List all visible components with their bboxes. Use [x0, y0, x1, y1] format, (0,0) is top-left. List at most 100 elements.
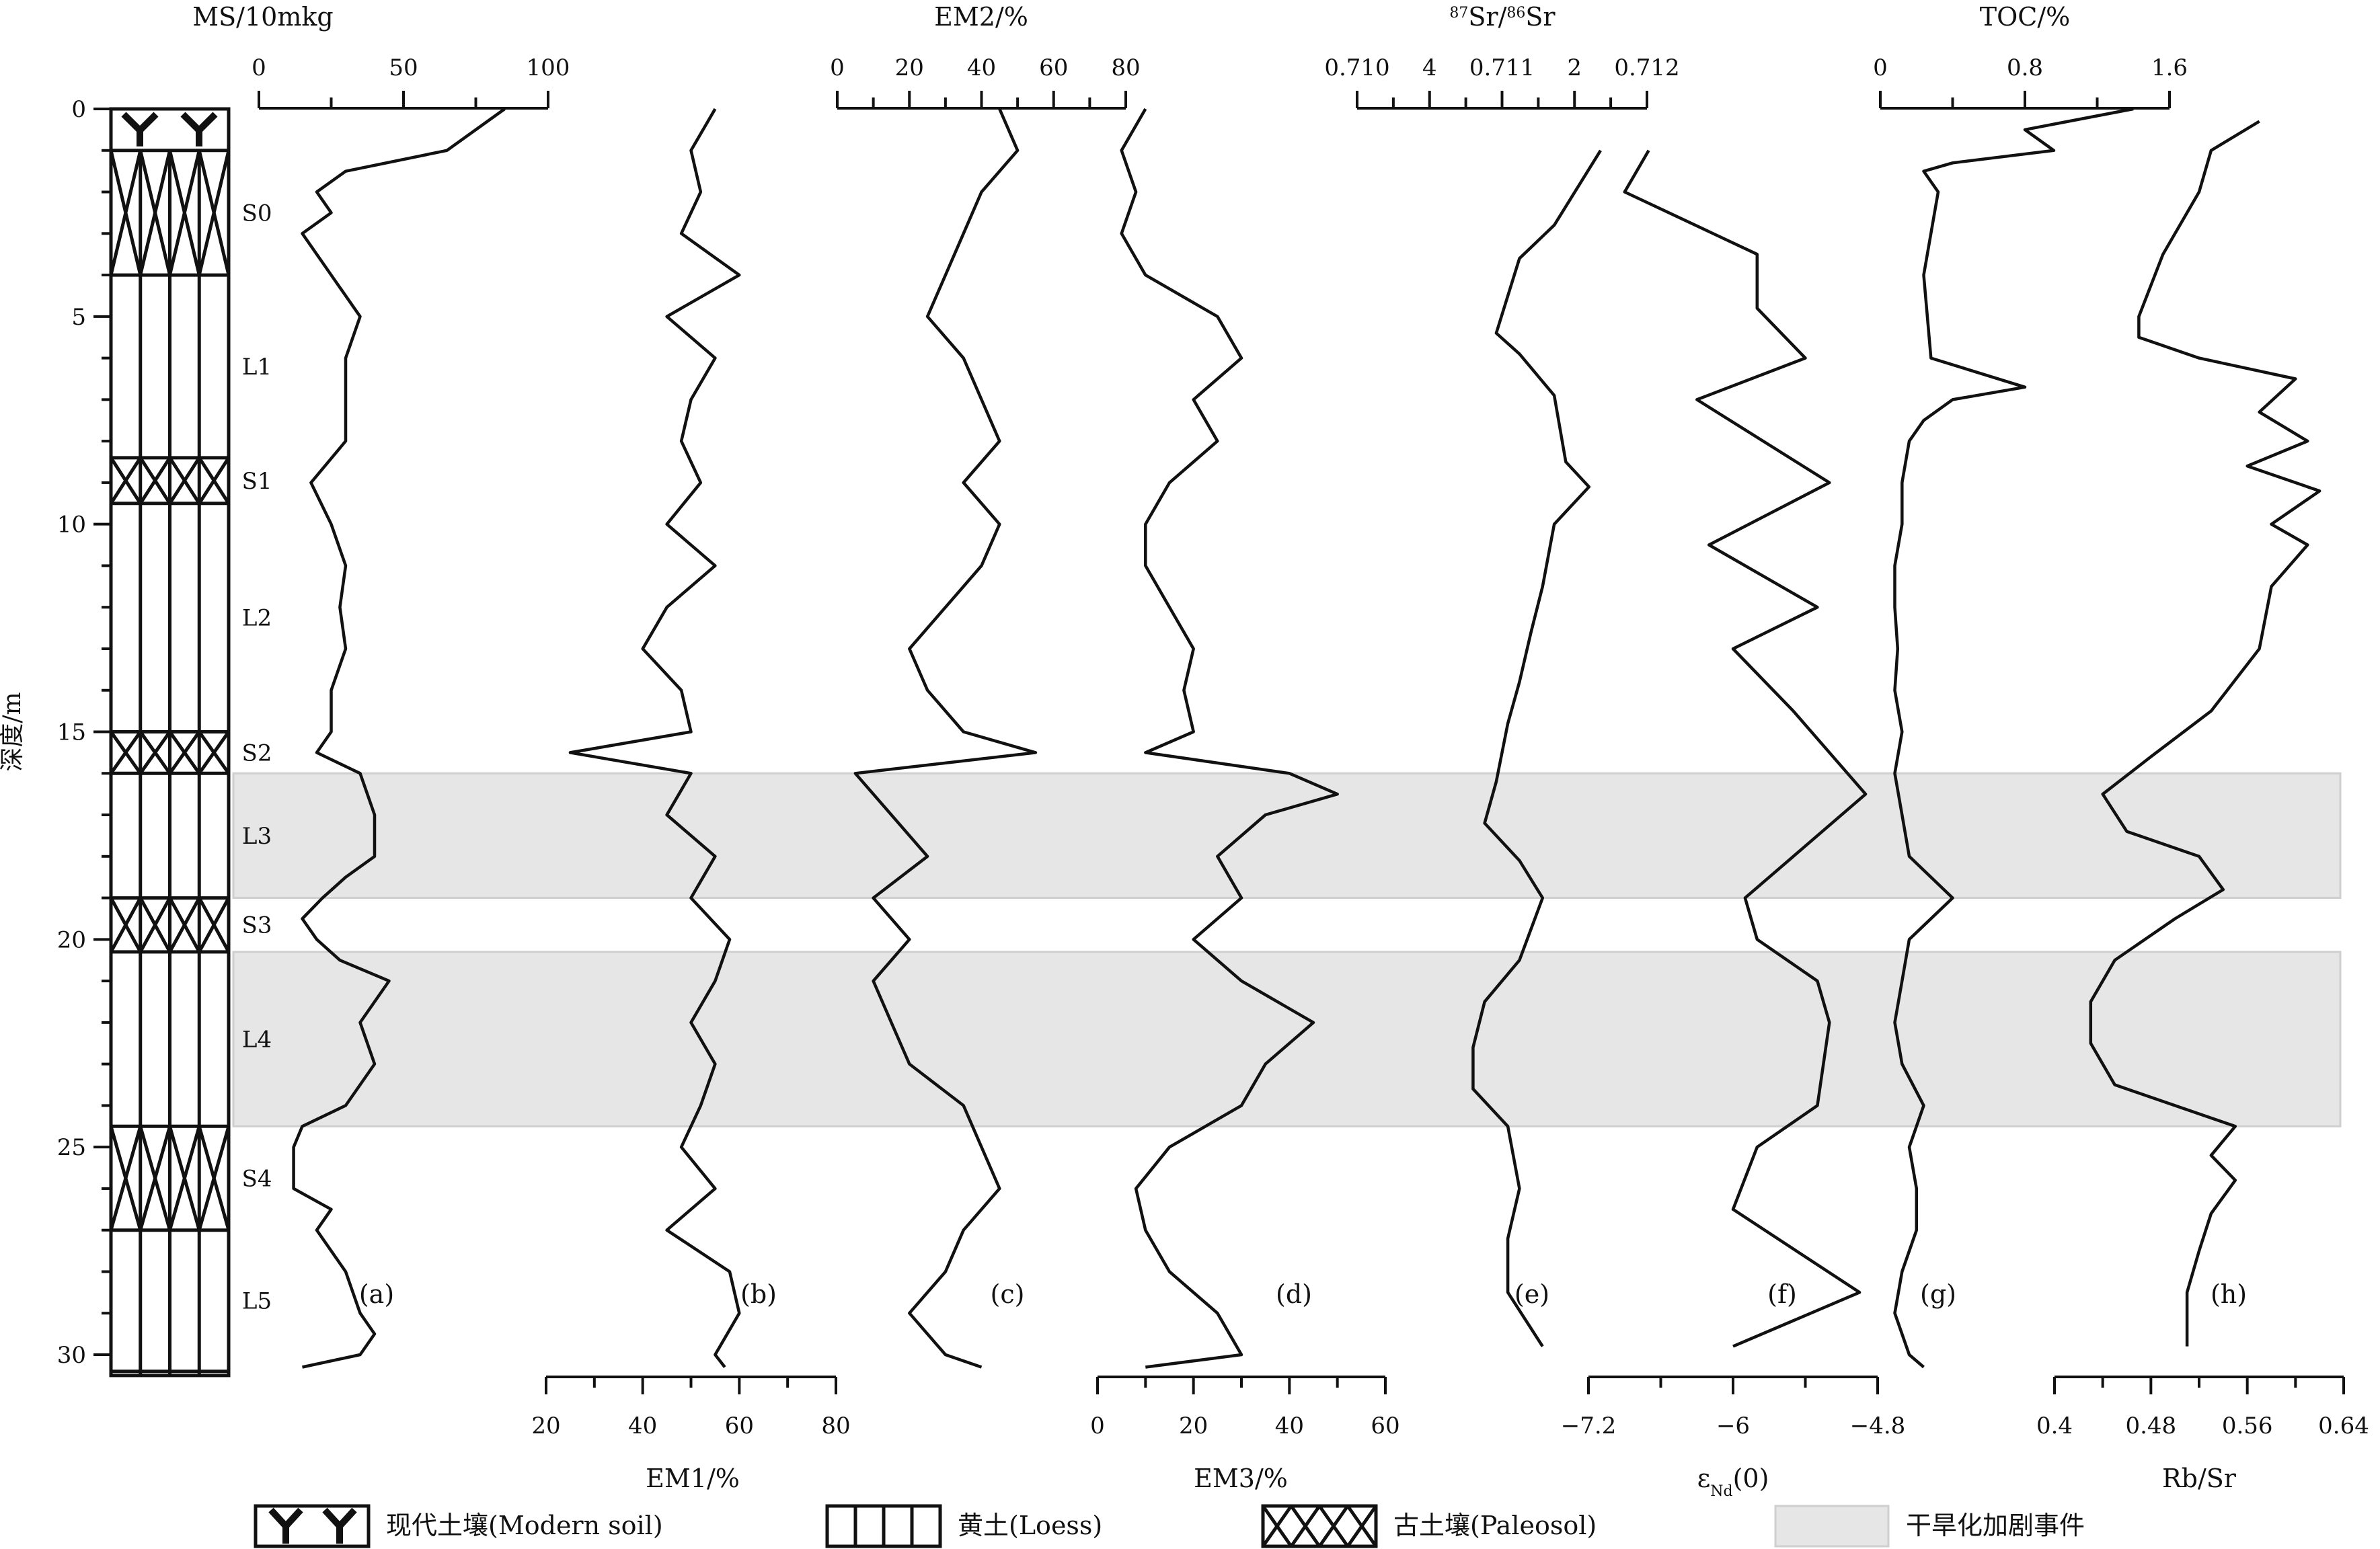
series-line-c [853, 108, 1038, 1369]
panel-label: (b) [740, 1279, 777, 1309]
depth-tick-label: 30 [57, 1342, 86, 1369]
paleosol-cross [109, 150, 143, 276]
paleosol-cross [198, 731, 231, 774]
unit-label-l1: L1 [242, 354, 272, 381]
panel-label: (d) [1276, 1279, 1312, 1309]
tick-label: −4.8 [1850, 1413, 1906, 1439]
series-line-b [568, 108, 741, 1368]
paleosol-cross [139, 897, 171, 953]
tick-label: 80 [821, 1413, 850, 1439]
unit-label-s4: S4 [242, 1165, 272, 1192]
panel-label: (a) [359, 1279, 394, 1309]
tick-label: 60 [1039, 54, 1068, 81]
legend-paleosol-swatch [1261, 1504, 1378, 1548]
tick-label: 60 [725, 1413, 754, 1439]
depth-tick-label: 15 [57, 719, 86, 746]
tick-label: 20 [1179, 1413, 1208, 1439]
panel-d: 0 20 40 60 EM3/% (d) [1090, 108, 1400, 1493]
paleosol-cross [1346, 1505, 1378, 1548]
paleosol-cross [168, 897, 201, 953]
paleosol-cross [1317, 1505, 1350, 1548]
series-line-a [292, 108, 506, 1369]
panel-b: 20 40 60 80 EM1/% (b) [531, 108, 851, 1493]
panel-label: (f) [1767, 1279, 1797, 1309]
tick-label: 100 [527, 54, 570, 81]
series-line-d [1120, 108, 1339, 1369]
lithology-column: S0 L1 S1 L2 S2 L3 S3 L4 S4 L5 [109, 107, 272, 1378]
modern-soil-symbol [121, 112, 159, 147]
panel-c: 0 20 40 60 80 EM2/% (c) [830, 2, 1141, 1369]
legend-modern-soil-label: 现代土壤(Modern soil) [386, 1511, 663, 1540]
tick-label: 0.712 [1614, 54, 1679, 81]
tick-label: 2 [1567, 54, 1582, 81]
modern-soil-symbol [322, 1507, 357, 1544]
legend-event-label: 干旱化加剧事件 [1906, 1511, 2085, 1540]
proxy-panels: 050100MS/10-8m3kg-1(a)20406080EM1/%(b)02… [192, 2, 2369, 1500]
tick-label: 80 [1111, 54, 1140, 81]
tick-label: 0 [1873, 54, 1888, 81]
depth-axis-label: 深度/m [0, 692, 26, 771]
legend-loess-label: 黄土(Loess) [958, 1511, 1102, 1540]
legend-modern-soil-swatch [254, 1504, 371, 1548]
series-line-e [1471, 149, 1602, 1347]
tick-label: 0 [830, 54, 845, 81]
depth-tick-label: 20 [57, 926, 86, 953]
paleosol-cross [198, 897, 231, 953]
depth-tick-label: 0 [71, 96, 86, 123]
series-line-g [1893, 107, 2134, 1369]
panel-label: (e) [1514, 1279, 1549, 1309]
axis-title: EM1/% [646, 1464, 740, 1493]
depth-tick-label: 25 [57, 1134, 86, 1161]
axis-title: 87Sr/86Sr [1449, 2, 1556, 32]
series-line-f [1623, 149, 1868, 1348]
panel-h: 0.4 0.48 0.56 0.64 Rb/Sr (h) [2036, 120, 2369, 1493]
depth-axis: 0 5 10 15 20 25 30 深度/m [0, 96, 112, 1376]
paleosol-cross [168, 456, 201, 505]
modern-soil-symbol [268, 1507, 303, 1544]
axis-title: EM3/% [1194, 1464, 1288, 1493]
tick-label: 0 [1090, 1413, 1105, 1439]
panel-label: (g) [1920, 1279, 1956, 1309]
unit-label-l3: L3 [242, 823, 272, 850]
tick-label: 40 [967, 54, 996, 81]
axis-title: EM2/% [934, 2, 1028, 32]
unit-label-s2: S2 [242, 740, 272, 766]
tick-label: 20 [531, 1413, 560, 1439]
drought-event-band [232, 772, 2342, 900]
series-line-h [2089, 120, 2321, 1347]
paleosol-cross [109, 897, 142, 953]
paleosol-cross [139, 150, 171, 276]
paleosol-cross [168, 1125, 201, 1231]
paleosol-cross [109, 456, 142, 505]
paleosol-cross [197, 150, 231, 276]
panel-label: (c) [991, 1279, 1025, 1309]
tick-label: 0.4 [2036, 1413, 2073, 1439]
unit-label-s0: S0 [242, 200, 272, 227]
tick-label: 4 [1422, 54, 1437, 81]
tick-label: 60 [1371, 1413, 1399, 1439]
unit-label-s1: S1 [242, 468, 272, 495]
legend-paleosol-label: 古土壤(Paleosol) [1393, 1511, 1597, 1540]
legend: 现代土壤(Modern soil) 黄土(Loess) 古土壤(Paleosol) 干… [254, 1504, 2085, 1548]
tick-label: 1.6 [2151, 54, 2188, 81]
paleosol-cross [139, 1125, 171, 1231]
tick-label: −6 [1716, 1413, 1750, 1439]
legend-event-swatch [1774, 1505, 1890, 1548]
drought-event-band [232, 951, 2342, 1127]
tick-label: 50 [389, 54, 418, 81]
unit-label-l2: L2 [242, 605, 272, 632]
tick-label: 0.64 [2318, 1413, 2369, 1439]
paleosol-cross [1261, 1505, 1293, 1548]
depth-tick-label: 5 [71, 304, 86, 331]
paleosol-cross [139, 456, 171, 505]
unit-label-l5: L5 [242, 1288, 272, 1315]
paleosol-cross [198, 456, 231, 505]
axis-title: MS/10-8m3kg-1 [192, 2, 334, 32]
panel-e: 0.710 4 0.711 2 0.712 87Sr/86Sr (e) [1324, 2, 1680, 1347]
tick-label: 0.56 [2222, 1413, 2273, 1439]
axis-title: TOC/% [1980, 2, 2070, 32]
paleosol-cross [168, 150, 201, 276]
paleosol-cross [139, 731, 171, 774]
event-bands [232, 772, 2342, 1127]
axis-title: Rb/Sr [2162, 1464, 2237, 1493]
